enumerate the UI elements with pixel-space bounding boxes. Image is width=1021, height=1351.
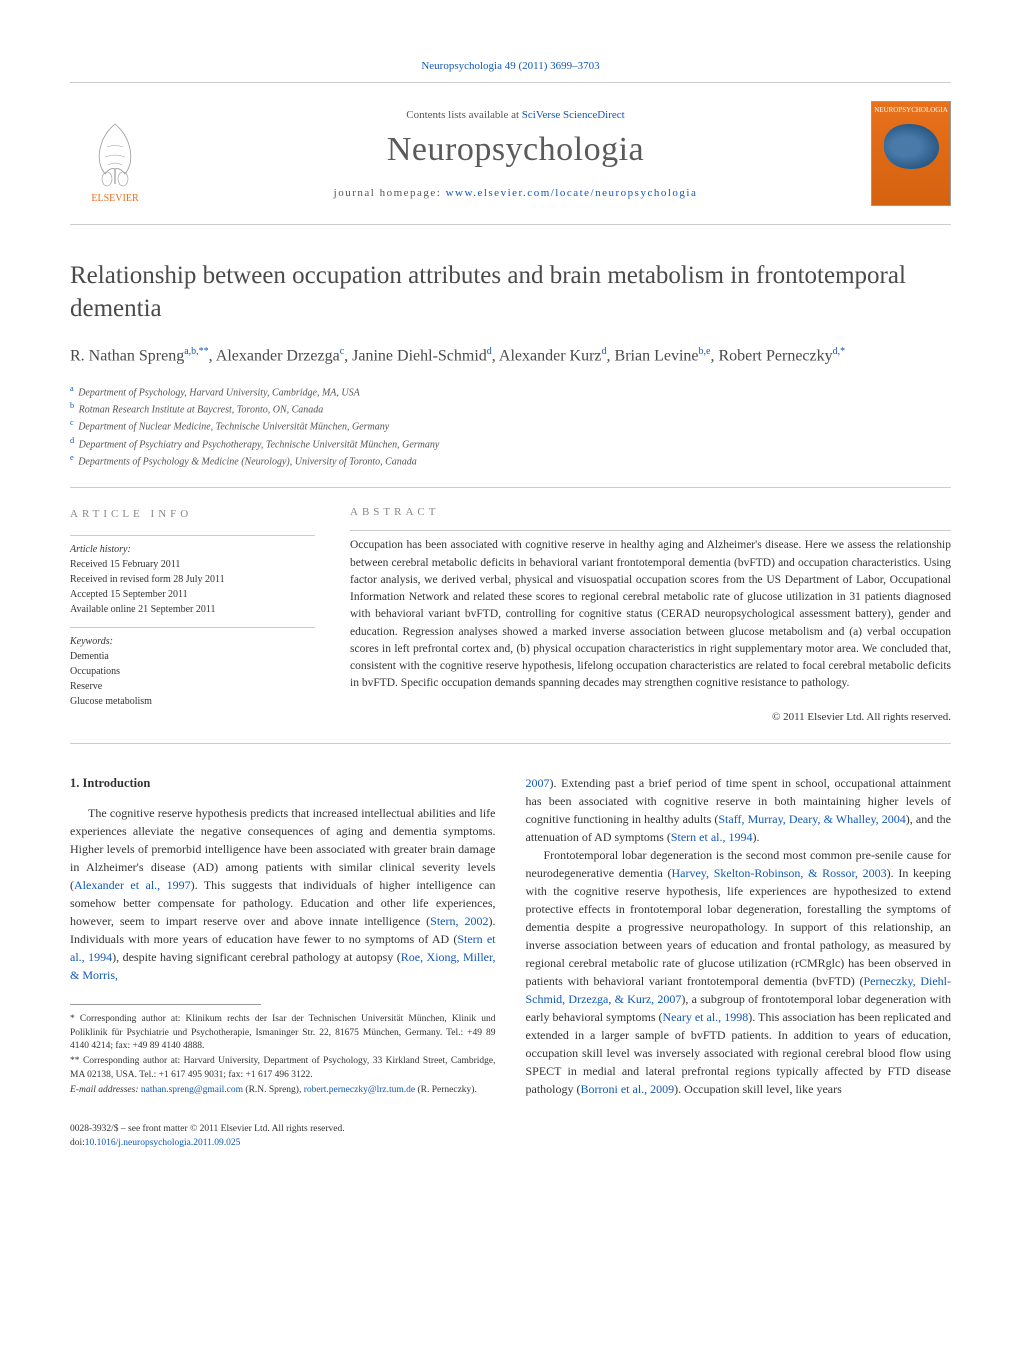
- article-info-column: ARTICLE INFO Article history: Received 1…: [70, 506, 315, 722]
- abstract-column: ABSTRACT Occupation has been associated …: [350, 506, 951, 722]
- sciencedirect-link[interactable]: SciVerse ScienceDirect: [522, 109, 625, 121]
- keywords-label: Keywords:: [70, 634, 315, 649]
- abstract-heading: ABSTRACT: [350, 506, 951, 518]
- right-column: 2007). Extending past a brief period of …: [526, 774, 952, 1151]
- article-history-label: Article history:: [70, 542, 315, 557]
- footnotes-block: * Corresponding author at: Klinikum rech…: [70, 1013, 496, 1097]
- cover-brain-image: [884, 124, 939, 169]
- page-container: Neuropsychologia 49 (2011) 3699–3703 ELS…: [0, 0, 1021, 1211]
- email-addresses-line: E-mail addresses: nathan.spreng@gmail.co…: [70, 1084, 496, 1097]
- info-rule: [70, 535, 315, 536]
- abstract-rule: [350, 530, 951, 531]
- journal-homepage-line: journal homepage: www.elsevier.com/locat…: [160, 187, 871, 199]
- affiliations-block: a Department of Psychology, Harvard Univ…: [70, 383, 951, 470]
- journal-homepage-link[interactable]: www.elsevier.com/locate/neuropsychologia: [446, 187, 698, 199]
- intro-paragraph-1: The cognitive reserve hypothesis predict…: [70, 804, 496, 984]
- history-revised: Received in revised form 28 July 2011: [70, 572, 315, 587]
- keywords-list: DementiaOccupationsReserveGlucose metabo…: [70, 649, 315, 709]
- authors-line: R. Nathan Sprenga,b,**, Alexander Drzezg…: [70, 345, 951, 368]
- journal-title: Neuropsychologia: [160, 131, 871, 169]
- running-head-citation: Neuropsychologia 49 (2011) 3699–3703: [70, 60, 951, 72]
- elsevier-logo: ELSEVIER: [70, 104, 160, 204]
- divider-rule: [70, 743, 951, 744]
- footer-issn-line: 0028-3932/$ – see front matter © 2011 El…: [70, 1122, 496, 1136]
- history-received: Received 15 February 2011: [70, 557, 315, 572]
- corresponding-author-1: * Corresponding author at: Klinikum rech…: [70, 1013, 496, 1053]
- email-link-2[interactable]: robert.perneczky@lrz.tum.de: [304, 1085, 415, 1095]
- history-accepted: Accepted 15 September 2011: [70, 587, 315, 602]
- article-title: Relationship between occupation attribut…: [70, 260, 951, 325]
- history-online: Available online 21 September 2011: [70, 602, 315, 617]
- email-link-1[interactable]: nathan.spreng@gmail.com: [141, 1085, 243, 1095]
- introduction-heading: 1. Introduction: [70, 774, 496, 793]
- journal-cover-thumbnail: NEUROPSYCHOLOGIA: [871, 101, 951, 206]
- info-abstract-row: ARTICLE INFO Article history: Received 1…: [70, 506, 951, 722]
- left-column: 1. Introduction The cognitive reserve hy…: [70, 774, 496, 1151]
- article-info-heading: ARTICLE INFO: [70, 506, 315, 523]
- cover-label: NEUROPSYCHOLOGIA: [874, 106, 948, 114]
- divider-rule: [70, 487, 951, 488]
- footnote-separator: [70, 1004, 261, 1005]
- elsevier-tree-icon: [85, 119, 145, 189]
- contents-available-line: Contents lists available at SciVerse Sci…: [160, 109, 871, 121]
- info-rule: [70, 627, 315, 628]
- intro-paragraph-cont: 2007). Extending past a brief period of …: [526, 774, 952, 846]
- doi-link[interactable]: 10.1016/j.neuropsychologia.2011.09.025: [85, 1138, 241, 1148]
- footer-doi-line: doi:10.1016/j.neuropsychologia.2011.09.0…: [70, 1136, 496, 1150]
- abstract-text: Occupation has been associated with cogn…: [350, 537, 951, 692]
- masthead-center: Contents lists available at SciVerse Sci…: [160, 109, 871, 199]
- intro-paragraph-2: Frontotemporal lobar degeneration is the…: [526, 846, 952, 1098]
- abstract-copyright: © 2011 Elsevier Ltd. All rights reserved…: [350, 711, 951, 723]
- elsevier-label: ELSEVIER: [91, 193, 138, 204]
- corresponding-author-2: ** Corresponding author at: Harvard Univ…: [70, 1055, 496, 1082]
- body-two-column: 1. Introduction The cognitive reserve hy…: [70, 774, 951, 1151]
- journal-masthead: ELSEVIER Contents lists available at Sci…: [70, 82, 951, 225]
